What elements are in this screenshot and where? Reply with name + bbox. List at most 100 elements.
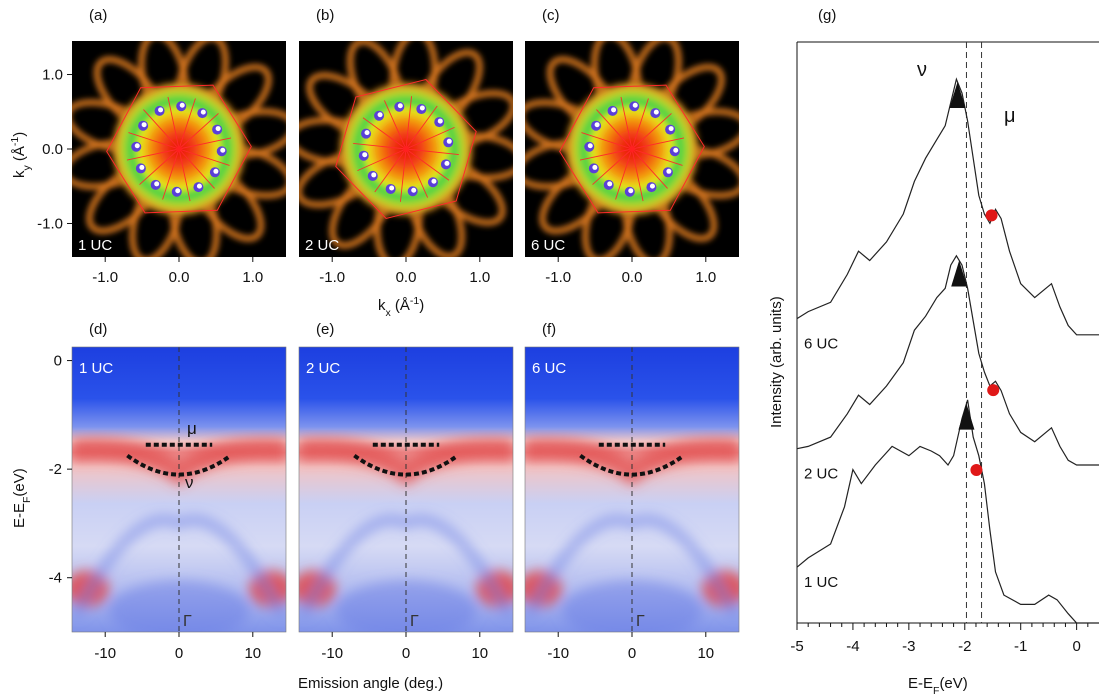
y-tick-label: 0 [54,353,62,370]
arpes-band [525,438,739,486]
bz-radial-line [631,148,644,202]
panel-label-d: (d) [89,321,107,338]
fs-pocket-core [437,118,443,124]
bz-radial-line [353,142,407,150]
arpes-y-axis-label: E-EF(eV) [11,468,33,528]
y-tick-label: 0.0 [42,141,63,158]
bz-radial-line [178,148,230,166]
arpes-panel-tag: 2 UC [306,360,340,377]
fs-pocket-core [653,109,659,115]
bz-radial-line [162,148,180,200]
fs-pocket-core [673,147,679,153]
gamma-label: Γ [410,613,419,630]
fs-pocket-core [649,183,655,189]
arpes-panel-d: 1 UC (d) Γμ ν 0 -2 -4 -10 0 10 [49,321,287,662]
arpes-features [299,438,513,632]
y-tick-label: -2 [49,461,62,478]
panel-label-a: (a) [89,7,107,24]
y-tick-label: 1.0 [42,67,63,84]
bz-radial-line [596,109,633,150]
fs-pocket-core [411,187,417,193]
mu-marker [987,384,1000,397]
nu-guide [353,453,459,477]
bz-radial-line [579,148,633,161]
panel-label-g: (g) [818,7,836,24]
fs-pocket-core [397,103,403,109]
fs-pocket-core [668,126,674,132]
nu-guide [126,453,232,477]
edc-curve [796,77,1099,336]
arpes-arc [299,514,513,619]
bz-radial-line [631,113,672,150]
x-tick-label: 10 [697,645,714,662]
bz-radial-line [405,96,413,150]
fs-pocket-core [213,168,219,174]
arpes-row: 1 UC (d) Γμ ν 0 -2 -4 -10 0 10 2 UC (e) Γ -10 0 10 6 UC (… [11,321,740,692]
fs-pocket-core [141,122,147,128]
bz-radial-line [405,126,455,150]
x-tick-label: -10 [321,645,343,662]
panel-label-c: (c) [542,7,560,24]
fs-pocket-core [175,188,181,194]
fs-panel-tag: 2 UC [305,237,339,254]
fs-pocket-core [364,130,370,136]
arpes-arc [72,514,286,619]
x-tick-label: 0.0 [622,269,643,286]
edc-x-tick-label: -4 [846,638,859,655]
x-tick-label: 0.0 [169,269,190,286]
arpes-panel-f: 6 UC (f) Γ -10 0 10 [524,321,740,662]
bz-radial-line [362,117,407,150]
bz-radial-line [620,96,633,150]
x-tick-label: 0 [402,645,410,662]
arpes-panel-tag: 1 UC [79,360,113,377]
bz-radial-line [631,148,668,189]
gamma-point [403,146,409,152]
fs-y-axis-label: ky (Å-1) [9,132,33,178]
x-tick-label: 10 [244,645,261,662]
y-tick-label: -1.0 [37,215,63,232]
fs-pocket-core [371,172,377,178]
fs-pocket-core [592,164,598,170]
fs-pocket-core [587,143,593,149]
fs-pocket-core [666,168,672,174]
fs-pocket-core [444,160,450,166]
arpes-features [72,438,286,632]
bz-radial-line [357,148,407,172]
bz-radial-line [631,148,683,166]
arpes-band [72,438,286,486]
bz-radial-line [143,109,180,150]
bz-radial-line [405,148,429,198]
bz-radial-line [178,148,191,202]
x-tick-label: 0 [175,645,183,662]
fs-x-axis-label: kx (Å-1) [378,295,424,319]
fs-pocket-core [196,183,202,189]
brillouin-zone [335,78,477,220]
bz-radial-line [405,105,438,150]
x-tick-label: -10 [94,645,116,662]
edc-x-tick-label: -2 [958,638,971,655]
arpes-bottom [109,580,249,632]
bz-radial-line [167,96,180,150]
panel-label-f: (f) [542,321,556,338]
nu-marker [951,260,968,287]
bz-radial-line [178,137,232,150]
arpes-panel-tag: 6 UC [532,360,566,377]
bz-radial-line [178,98,196,150]
x-tick-label: -1.0 [92,269,118,286]
fs-pocket-core [431,178,437,184]
bz-radial-line [178,148,215,189]
fs-pocket-core [134,143,140,149]
edc-curve-label: 2 UC [804,466,838,483]
fs-pocket-core [154,181,160,187]
fs-pocket-core [389,185,395,191]
nu-guide [579,453,685,477]
nu-marker [958,403,975,430]
fs-pocket-core [362,152,368,158]
bz-radial-line [383,100,407,150]
edc-x-tick-label: 0 [1072,638,1080,655]
bz-radial-line [631,98,649,150]
edc-curve-label: 6 UC [804,336,838,353]
arpes-panel-e: 2 UC (e) Γ -10 0 10 [298,321,514,662]
fs-panel-tag: 1 UC [78,237,112,254]
edc-nu-label: ν [917,59,927,81]
